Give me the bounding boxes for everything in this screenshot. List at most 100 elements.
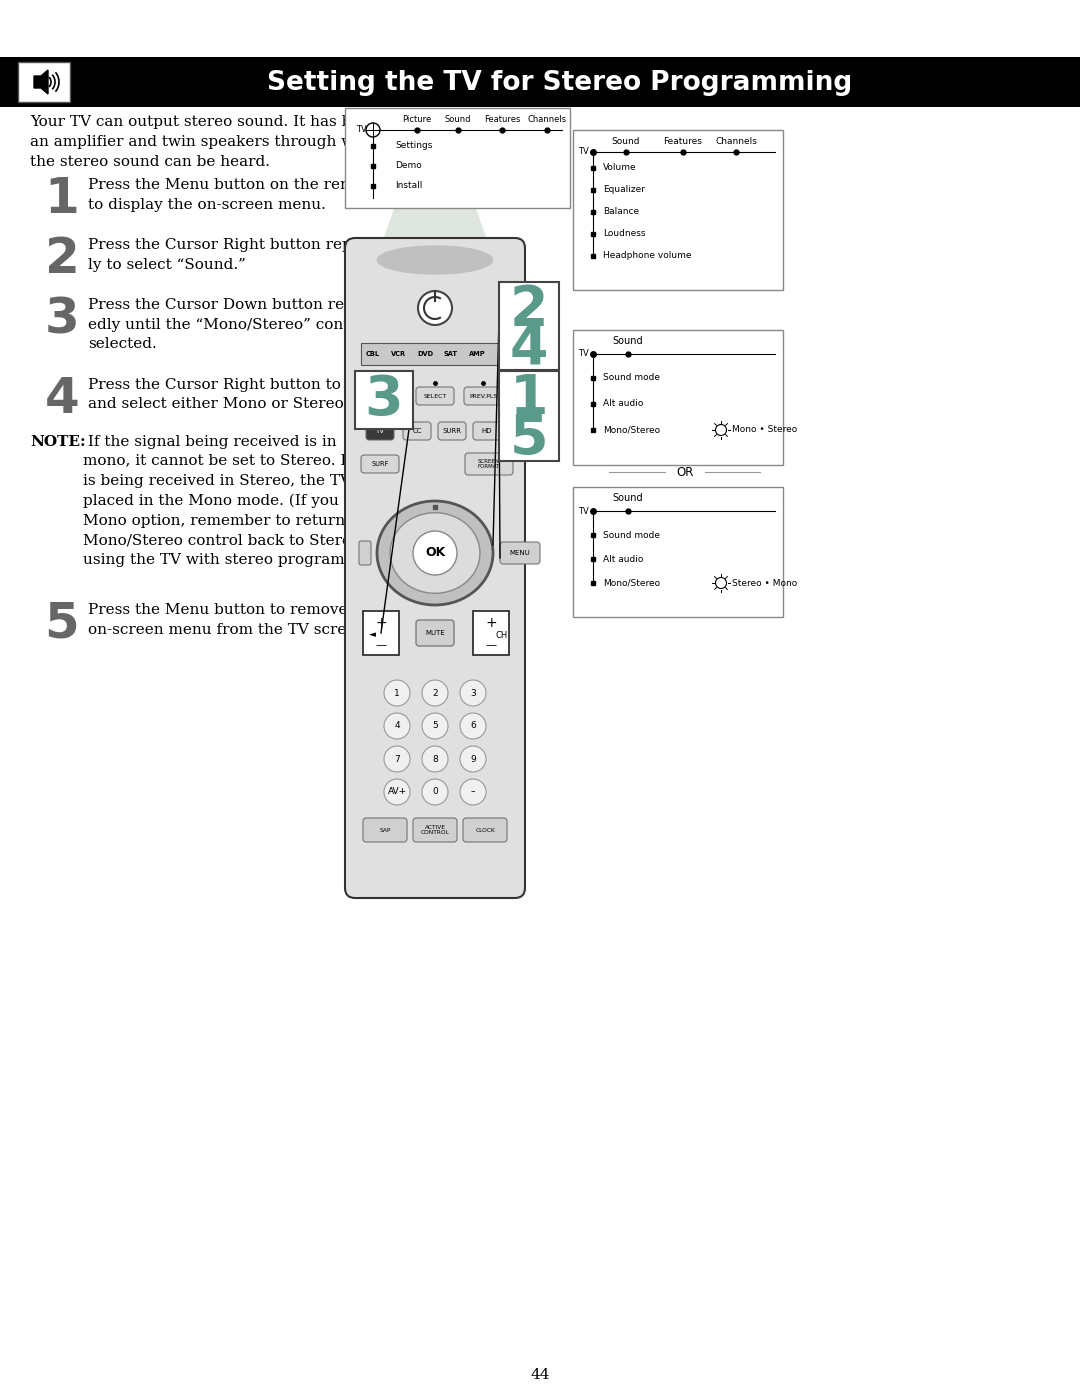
FancyBboxPatch shape [463,819,507,842]
Text: Picture: Picture [403,116,432,124]
Text: Equalizer: Equalizer [603,186,645,194]
Bar [355,372,413,429]
Text: 4: 4 [510,321,549,374]
Text: Volume: Volume [603,163,636,172]
FancyBboxPatch shape [345,237,525,898]
Text: 0: 0 [432,788,437,796]
Text: Sound: Sound [612,337,644,346]
Text: 8: 8 [432,754,437,764]
Text: SURR: SURR [443,427,461,434]
Text: Stereo • Mono: Stereo • Mono [732,578,797,588]
Circle shape [384,680,410,705]
Text: Your TV can output stereo sound. It has both
an amplifier and twin speakers thro: Your TV can output stereo sound. It has … [30,115,388,169]
Text: +: + [485,616,497,630]
Text: Press the Cursor Right button to toggle
and select either Mono or Stereo.: Press the Cursor Right button to toggle … [87,379,394,412]
Bar [361,344,509,365]
Text: VCR: VCR [391,351,406,358]
Text: 4: 4 [44,374,79,423]
Polygon shape [380,163,490,249]
Circle shape [422,680,448,705]
Circle shape [460,746,486,773]
Text: 5: 5 [432,721,437,731]
FancyBboxPatch shape [403,422,431,440]
Text: Mono/Stereo: Mono/Stereo [603,578,660,588]
Circle shape [384,780,410,805]
Text: Press the Menu button to remove the
on-screen menu from the TV screen.: Press the Menu button to remove the on-s… [87,604,377,637]
Text: AMP: AMP [469,351,485,358]
Circle shape [460,712,486,739]
Text: TV: TV [578,349,589,359]
Bar [499,372,559,461]
Bar [573,130,783,291]
Text: OK: OK [424,546,445,560]
FancyBboxPatch shape [438,422,465,440]
Text: MUTE: MUTE [426,630,445,636]
Text: 3: 3 [470,689,476,697]
Text: 1: 1 [510,372,549,426]
FancyBboxPatch shape [416,387,454,405]
Text: –: – [471,788,475,796]
Text: 44: 44 [530,1368,550,1382]
Bar [345,108,570,208]
Text: Channels: Channels [715,137,757,145]
Ellipse shape [377,246,492,274]
Text: Headphone volume: Headphone volume [603,251,691,260]
Text: 6: 6 [470,721,476,731]
FancyBboxPatch shape [413,819,457,842]
Text: TV: TV [578,507,589,515]
Text: SELECT: SELECT [423,394,447,398]
Text: 2: 2 [44,235,80,284]
Text: 5: 5 [510,412,549,467]
Text: Sound mode: Sound mode [603,531,660,539]
Polygon shape [33,70,48,94]
Text: DVD: DVD [417,351,433,358]
Text: CH: CH [496,630,508,640]
Text: MENU: MENU [510,550,530,556]
Circle shape [384,746,410,773]
Text: —: — [485,640,497,650]
Text: 1: 1 [394,689,400,697]
Bar [573,330,783,465]
Text: NOTE:: NOTE: [30,434,85,448]
Text: Features: Features [663,137,702,145]
Text: Press the Cursor Down button repeat-
edly until the “Mono/Stereo” control is
sel: Press the Cursor Down button repeat- edl… [87,298,388,351]
Text: Alt audio: Alt audio [603,555,644,563]
Text: Demo: Demo [395,162,422,170]
FancyBboxPatch shape [416,620,454,645]
Text: Mono • Stereo: Mono • Stereo [732,426,797,434]
Text: 2: 2 [510,284,549,337]
FancyBboxPatch shape [465,453,513,475]
Text: 4: 4 [394,721,400,731]
FancyBboxPatch shape [373,387,405,405]
Text: 2: 2 [432,689,437,697]
Text: If the signal being received is in
mono, it cannot be set to Stereo. If the sign: If the signal being received is in mono,… [83,434,433,567]
Text: CC: CC [413,427,422,434]
Circle shape [366,123,380,137]
Text: CBL: CBL [366,351,380,358]
Text: Sound: Sound [611,137,640,145]
FancyBboxPatch shape [361,455,399,474]
Text: ACTIVE
CONTROL: ACTIVE CONTROL [420,824,449,835]
Circle shape [460,780,486,805]
Text: Press the Cursor Right button repeated-
ly to select “Sound.”: Press the Cursor Right button repeated- … [87,237,400,271]
FancyBboxPatch shape [366,422,394,440]
Text: TV: TV [356,124,367,134]
FancyBboxPatch shape [464,387,502,405]
Bar [363,610,399,655]
Text: Press the Menu button on the remote
to display the on-screen menu.: Press the Menu button on the remote to d… [87,177,379,211]
Ellipse shape [390,513,480,594]
FancyBboxPatch shape [500,542,540,564]
Text: Setting the TV for Stereo Programming: Setting the TV for Stereo Programming [268,70,852,96]
FancyBboxPatch shape [363,819,407,842]
Text: Loudness: Loudness [603,229,646,239]
Text: TV: TV [376,427,384,434]
Circle shape [413,531,457,576]
Text: INFO: INFO [381,394,396,398]
Text: 1: 1 [44,175,80,224]
Text: Settings: Settings [395,141,432,151]
Text: SCREEN
FORMAT: SCREEN FORMAT [477,458,500,469]
Circle shape [715,577,727,588]
Text: Install: Install [395,182,422,190]
FancyBboxPatch shape [359,541,372,564]
Text: 3: 3 [365,373,403,427]
